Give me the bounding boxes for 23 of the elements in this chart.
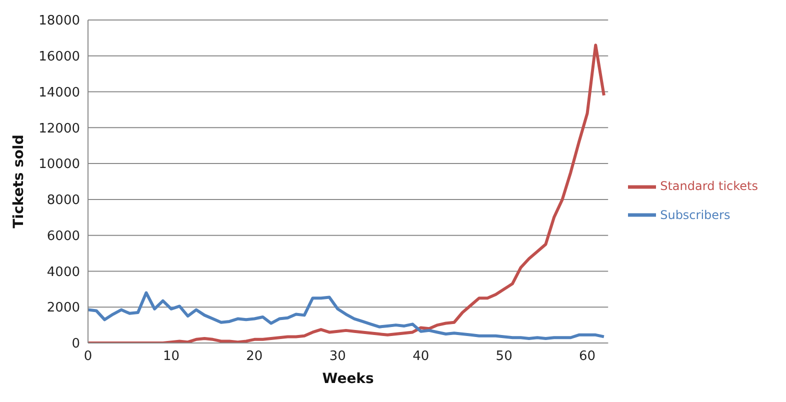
- y-tick-label: 4000: [46, 264, 80, 280]
- y-tick-label: 0: [72, 336, 80, 352]
- x-tick-label: 30: [329, 349, 346, 364]
- legend-label: Standard tickets: [660, 178, 758, 193]
- x-tick-label: 20: [246, 349, 263, 364]
- y-tick-label: 18000: [38, 14, 80, 29]
- line-series: [88, 291, 606, 340]
- x-tick-label: 0: [84, 349, 92, 364]
- legend-label: Subscribers: [660, 208, 730, 222]
- x-axis-title: Weeks: [322, 371, 374, 387]
- x-tick-label: 50: [496, 349, 512, 364]
- x-tick-label: 60: [579, 349, 596, 364]
- y-tick-label: 16000: [38, 50, 80, 65]
- y-tick-label: 10000: [38, 157, 80, 172]
- y-tick-label: 12000: [38, 121, 80, 136]
- x-tick-label: 40: [412, 349, 430, 364]
- y-axis-title: Tickets sold: [10, 134, 27, 228]
- x-tick-label: 10: [162, 349, 180, 364]
- y-tick-label: 14000: [38, 85, 80, 100]
- line-series: [88, 44, 606, 343]
- y-tick-label: 2000: [46, 300, 80, 316]
- y-tick-label: 8000: [46, 193, 80, 208]
- y-tick-label: 6000: [46, 228, 80, 244]
